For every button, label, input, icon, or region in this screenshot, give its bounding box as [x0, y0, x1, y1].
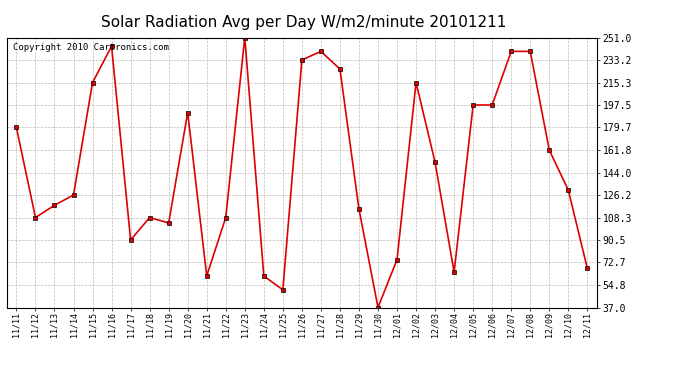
- Text: Solar Radiation Avg per Day W/m2/minute 20101211: Solar Radiation Avg per Day W/m2/minute …: [101, 15, 506, 30]
- Text: Copyright 2010 Cartronics.com: Copyright 2010 Cartronics.com: [13, 43, 168, 52]
